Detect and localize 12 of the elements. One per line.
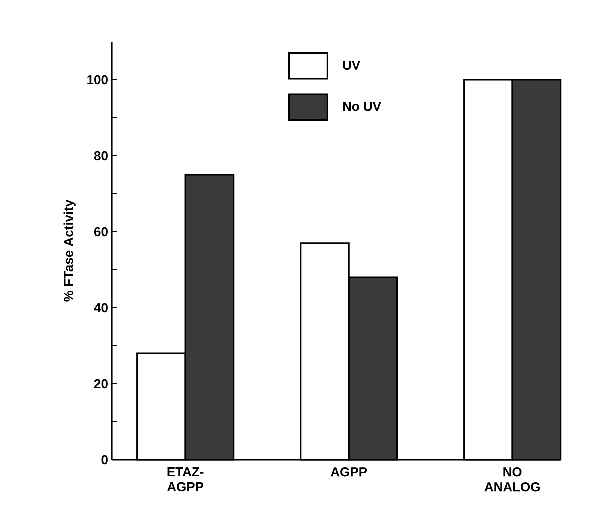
legend-label: UV <box>343 60 360 70</box>
y-axis-title: % FTase Activity <box>64 200 76 302</box>
x-tick-label: ETAZ-AGPP <box>167 468 204 492</box>
y-tick-label: 80 <box>94 151 108 161</box>
x-tick-label: NO ANALOG <box>484 468 540 492</box>
x-tick-label: AGPP <box>330 468 368 477</box>
y-tick-label: 40 <box>94 303 108 313</box>
y-tick-label: 0 <box>102 455 108 465</box>
y-tick-label: 20 <box>94 379 108 389</box>
y-tick-label: 60 <box>94 227 108 237</box>
y-tick-label: 100 <box>88 75 108 85</box>
legend-label: No UV <box>343 102 382 112</box>
